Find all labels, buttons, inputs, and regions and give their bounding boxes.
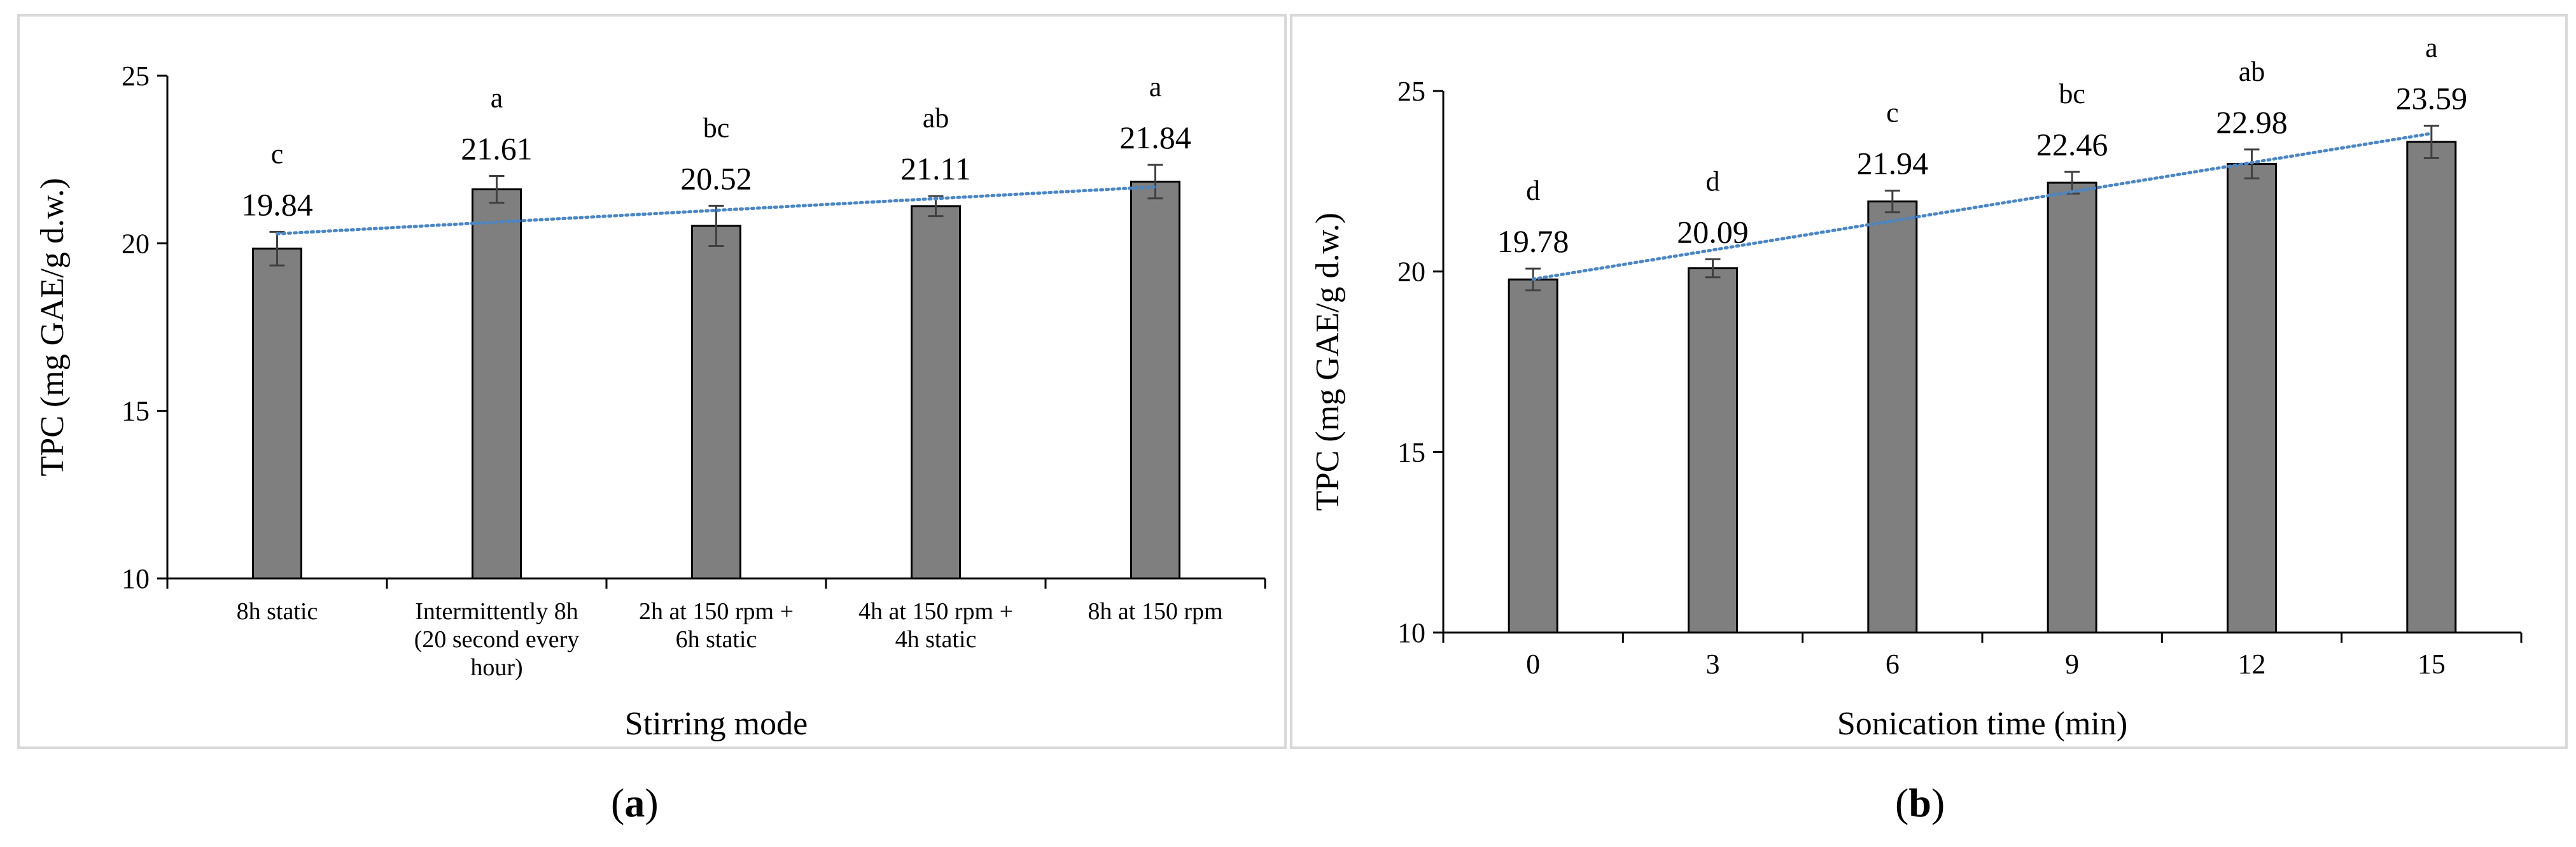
chart-b-svg: 10 15 20 25 19.78 d 0 20.09 d 3 21.94 c 6 22.46 bc 9 22.… [1310, 32, 2523, 742]
trendline [1531, 132, 2433, 281]
bar [472, 188, 522, 580]
x-tick-label: 6 [1886, 648, 1900, 680]
x-tick-label: 2h at 150 rpm + [639, 598, 794, 625]
bar [2406, 141, 2457, 634]
bar [2227, 163, 2277, 634]
data-label: 22.98 [2216, 104, 2288, 140]
x-tick-label: 4h at 150 rpm + [858, 598, 1013, 625]
bar [911, 205, 961, 580]
bar [691, 225, 741, 580]
data-label: 21.61 [461, 130, 533, 166]
x-axis-title: Sonication time (min) [1837, 706, 2127, 742]
significance-letter: c [1886, 97, 1899, 129]
data-label: 21.11 [900, 151, 971, 186]
data-label: 21.94 [1857, 146, 1929, 181]
x-tick-label: Intermittently 8h [415, 598, 578, 625]
y-axis-title: TPC (mg GAE/g d.w.) [1310, 213, 1346, 511]
y-tick-label: 10 [122, 563, 150, 594]
chart-a-svg: 10 15 20 25 19.84 c 8h static 21.61 a Intermitten… [34, 60, 1266, 742]
y-tick-label: 25 [122, 60, 150, 92]
x-tick-label: 8h static [237, 598, 318, 625]
data-label: 22.46 [2036, 127, 2108, 162]
data-label: 20.09 [1677, 214, 1749, 249]
significance-letter: a [2425, 32, 2438, 63]
trendline [276, 185, 1157, 235]
caption-a: (a) [611, 780, 659, 825]
y-tick-label: 20 [1397, 256, 1425, 288]
significance-letter: bc [2059, 78, 2085, 109]
x-tick-label: hour) [470, 654, 522, 681]
x-tick-label: 9 [2065, 648, 2079, 680]
x-tick-label: 12 [2238, 648, 2266, 680]
significance-letter: c [271, 138, 284, 169]
caption-b: (b) [1895, 780, 1945, 825]
y-tick-label: 25 [1397, 76, 1425, 107]
y-tick-label: 10 [1397, 617, 1425, 648]
significance-letter: bc [703, 112, 730, 143]
data-label: 21.84 [1119, 120, 1191, 155]
y-tick-label: 15 [1397, 437, 1425, 468]
x-tick-label: 15 [2418, 648, 2446, 680]
x-tick-label: (20 second every [414, 626, 580, 653]
significance-letter: a [491, 82, 503, 113]
significance-letter: ab [923, 102, 949, 134]
chart-panel-a: 10 15 20 25 19.84 c 8h static 21.61 a Intermitten… [17, 14, 1287, 749]
significance-letter: d [1706, 165, 1720, 197]
data-label: 20.52 [680, 160, 752, 196]
data-label: 19.84 [241, 186, 313, 222]
x-tick-label: 8h at 150 rpm [1088, 598, 1222, 625]
x-tick-label: 3 [1706, 648, 1720, 680]
significance-letter: a [1149, 71, 1162, 102]
chart-panel-b: 10 15 20 25 19.78 d 0 20.09 d 3 21.94 c 6 22.46 bc 9 22.… [1290, 14, 2568, 749]
x-axis-title: Stirring mode [625, 706, 808, 742]
bar [252, 248, 302, 580]
y-axis-title: TPC (mg GAE/g d.w.) [34, 178, 71, 477]
significance-letter: d [1526, 175, 1540, 206]
x-tick-label: 6h static [676, 626, 757, 653]
data-label: 23.59 [2396, 80, 2468, 116]
bar [2047, 181, 2097, 634]
bar [1688, 267, 1738, 634]
bar [1508, 278, 1558, 634]
data-label: 19.78 [1497, 223, 1569, 259]
y-tick-label: 20 [122, 228, 150, 259]
x-tick-label: 4h static [895, 626, 977, 653]
y-tick-label: 15 [122, 396, 150, 427]
x-tick-label: 0 [1526, 648, 1540, 680]
bar [1130, 180, 1180, 580]
bar [1867, 200, 1918, 634]
significance-letter: ab [2239, 56, 2265, 87]
